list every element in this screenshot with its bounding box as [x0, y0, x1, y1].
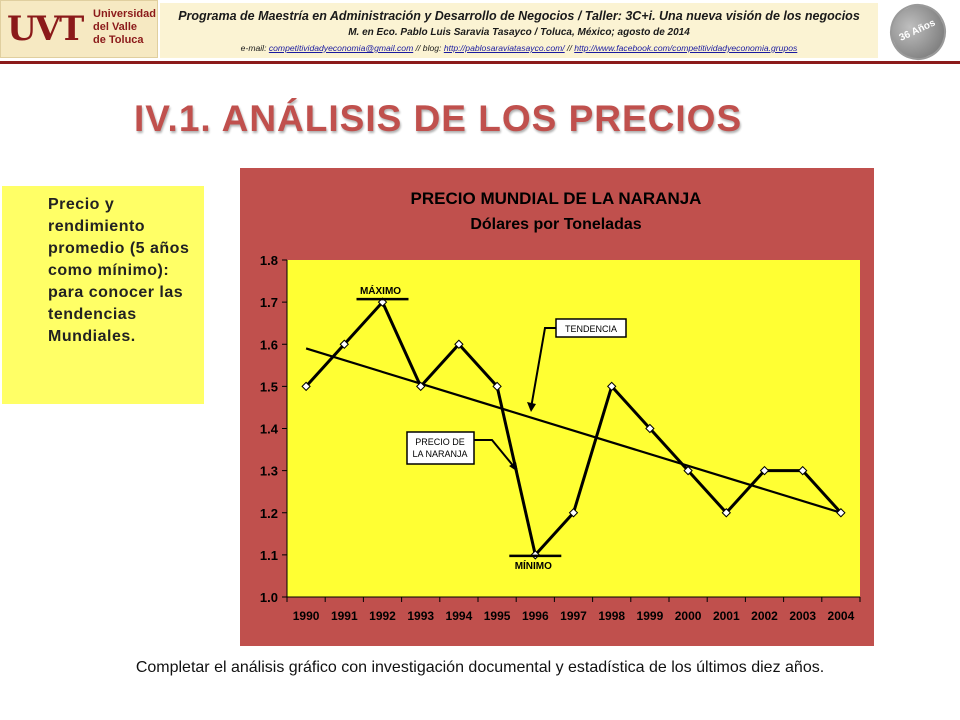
university-logo: UVT Universidad del Valle de Toluca: [0, 0, 158, 58]
header-band: Programa de Maestría en Administración y…: [160, 3, 878, 58]
chart-subtitle: Dólares por Toneladas: [470, 216, 641, 233]
y-tick-label: 1.0: [260, 590, 278, 605]
link-separator: //: [564, 43, 575, 53]
series-callout-arrow: [474, 439, 516, 469]
data-point: [759, 465, 770, 476]
y-tick-label: 1.1: [260, 548, 278, 563]
page-title: IV.1. ANÁLISIS DE LOS PRECIOS: [134, 98, 743, 139]
x-tick-label: 2001: [713, 609, 740, 623]
trend-arrow-head: [527, 402, 536, 412]
header-divider: [0, 61, 960, 64]
chart-title: PRECIO MUNDIAL DE LA NARANJA: [411, 189, 702, 208]
series-callout-label: PRECIO DE: [415, 437, 465, 447]
x-tick-label: 2004: [828, 609, 855, 623]
y-tick-label: 1.8: [260, 253, 278, 268]
email-prefix: e-mail:: [240, 43, 269, 53]
side-note-text: Precio y rendimiento promedio (5 años co…: [48, 196, 190, 345]
x-tick-label: 1998: [598, 609, 625, 623]
chart-svg: PRECIO MUNDIAL DE LA NARANJA Dólares por…: [240, 168, 874, 646]
x-tick-label: 1991: [331, 609, 358, 623]
series-callout-label: LA NARANJA: [412, 449, 467, 459]
y-tick-label: 1.7: [260, 295, 278, 310]
data-point: [492, 381, 502, 392]
x-tick-label: 1995: [484, 609, 511, 623]
data-point: [339, 339, 350, 349]
annotations: MÁXIMO MÍNIMO TENDENCIA PRECIO DE LA NARANJA: [356, 284, 627, 572]
data-point: [568, 508, 579, 518]
data-point: [301, 381, 311, 392]
x-tick-label: 1992: [369, 609, 396, 623]
axes: 1.0 1.1 1.2 1.3 1.4 1.5 1.6 1.7 1.8 1990 1991 1992 1…: [260, 253, 861, 623]
email-link[interactable]: competitividadyeconomia@gmail.com: [268, 43, 414, 53]
x-tick-label: 1994: [446, 609, 473, 623]
min-label: MÍNIMO: [515, 559, 552, 572]
x-tick-label: 1996: [522, 609, 549, 623]
x-tick-label: 1993: [407, 609, 434, 623]
logo-line-1: Universidad: [93, 8, 156, 20]
y-tick-label: 1.2: [260, 506, 278, 521]
logo-mark: UVT: [7, 9, 84, 49]
data-point: [606, 381, 617, 392]
y-tick-label: 1.4: [260, 422, 279, 437]
blog-link[interactable]: http://pablosaraviatasayco.com/: [443, 43, 565, 53]
y-tick-label: 1.3: [260, 464, 278, 479]
facebook-link[interactable]: http://www.facebook.com/competitividadye…: [574, 43, 798, 53]
trend-callout-arrow: [530, 327, 556, 409]
price-chart: PRECIO MUNDIAL DE LA NARANJA Dólares por…: [240, 168, 874, 646]
x-tick-label: 2000: [675, 609, 702, 623]
x-tick-label: 1997: [560, 609, 587, 623]
logo-line-3: de Toluca: [93, 34, 144, 46]
anniversary-badge: 36 Años: [880, 0, 956, 70]
series-group: [301, 297, 846, 560]
max-label: MÁXIMO: [360, 284, 401, 297]
plot-area: [287, 260, 860, 597]
x-tick-label: 1999: [637, 609, 664, 623]
contact-line: e-mail: competitividadyeconomia@gmail.co…: [160, 43, 878, 53]
data-point: [836, 508, 846, 518]
y-tick-label: 1.6: [260, 337, 278, 352]
x-tick-label: 2003: [789, 609, 816, 623]
y-tick-label: 1.5: [260, 379, 278, 394]
side-note: Precio y rendimiento promedio (5 años co…: [2, 186, 204, 404]
x-tick-label: 1990: [293, 609, 320, 623]
data-point: [797, 465, 808, 476]
program-title: Programa de Maestría en Administración y…: [178, 9, 860, 23]
logo-text: Universidad del Valle de Toluca: [93, 8, 157, 47]
blog-prefix: // blog:: [413, 43, 444, 53]
data-point: [454, 339, 464, 349]
x-tick-label: 2002: [751, 609, 778, 623]
data-point: [683, 465, 693, 476]
data-point: [415, 381, 426, 392]
series-arrow-head: [509, 462, 518, 472]
series-callout-box: [406, 431, 475, 465]
data-point: [721, 508, 732, 518]
author-line: M. en Eco. Pablo Luis Saravia Tasayco / …: [348, 27, 690, 38]
logo-line-2: del Valle: [93, 21, 138, 33]
data-point: [645, 423, 655, 434]
trend-callout-label: TENDENCIA: [565, 324, 617, 334]
footer-instruction: Completar el análisis gráfico con invest…: [135, 659, 825, 676]
